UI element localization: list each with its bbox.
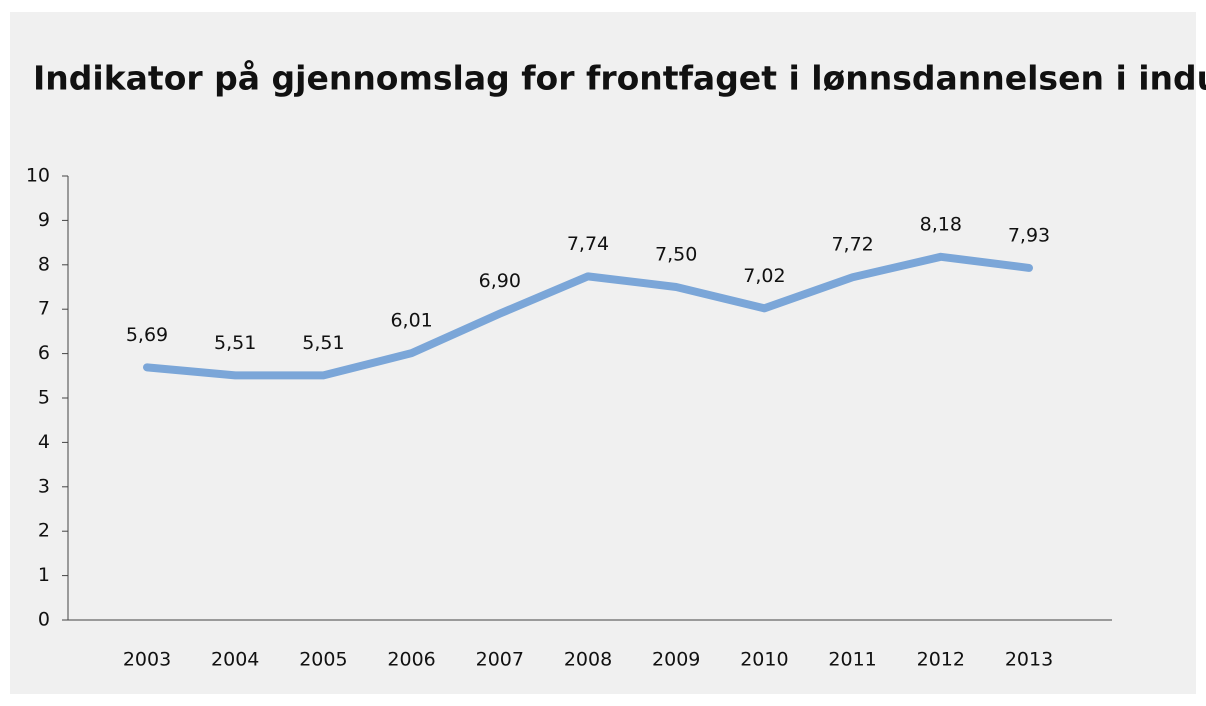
data-label: 6,90 <box>479 270 521 292</box>
data-label: 8,18 <box>920 213 962 235</box>
y-tick-label: 9 <box>38 209 50 231</box>
data-label: 7,72 <box>831 234 873 256</box>
data-label: 5,69 <box>126 324 168 346</box>
y-tick-label: 0 <box>38 609 50 631</box>
y-tick-label: 5 <box>38 387 50 409</box>
x-tick-label: 2008 <box>564 649 612 671</box>
data-label: 7,93 <box>1008 224 1050 246</box>
y-tick-label: 1 <box>38 564 50 586</box>
data-label: 7,50 <box>655 244 697 266</box>
data-line <box>143 252 1033 380</box>
y-tick-label: 4 <box>38 431 50 453</box>
y-tick-label: 8 <box>38 253 50 275</box>
data-label: 7,74 <box>567 233 609 255</box>
y-tick-label: 6 <box>38 342 50 364</box>
data-label: 5,51 <box>214 332 256 354</box>
x-tick-label: 2012 <box>917 649 965 671</box>
x-tick-label: 2010 <box>740 649 788 671</box>
data-label: 6,01 <box>390 310 432 332</box>
chart-panel <box>10 12 1196 694</box>
x-tick-label: 2005 <box>299 649 347 671</box>
y-tick-label: 10 <box>26 165 50 187</box>
chart-title: Indikator på gjennomslag for frontfaget … <box>33 59 1206 98</box>
x-tick-label: 2003 <box>123 649 171 671</box>
x-tick-label: 2007 <box>476 649 524 671</box>
y-tick-label: 2 <box>38 520 50 542</box>
x-tick-label: 2013 <box>1005 649 1053 671</box>
x-tick-label: 2006 <box>387 649 435 671</box>
x-tick-label: 2004 <box>211 649 259 671</box>
y-tick-label: 3 <box>38 475 50 497</box>
data-label: 7,02 <box>743 265 785 287</box>
x-tick-label: 2011 <box>828 649 876 671</box>
x-tick-label: 2009 <box>652 649 700 671</box>
y-tick-label: 7 <box>38 298 50 320</box>
data-label: 5,51 <box>302 332 344 354</box>
